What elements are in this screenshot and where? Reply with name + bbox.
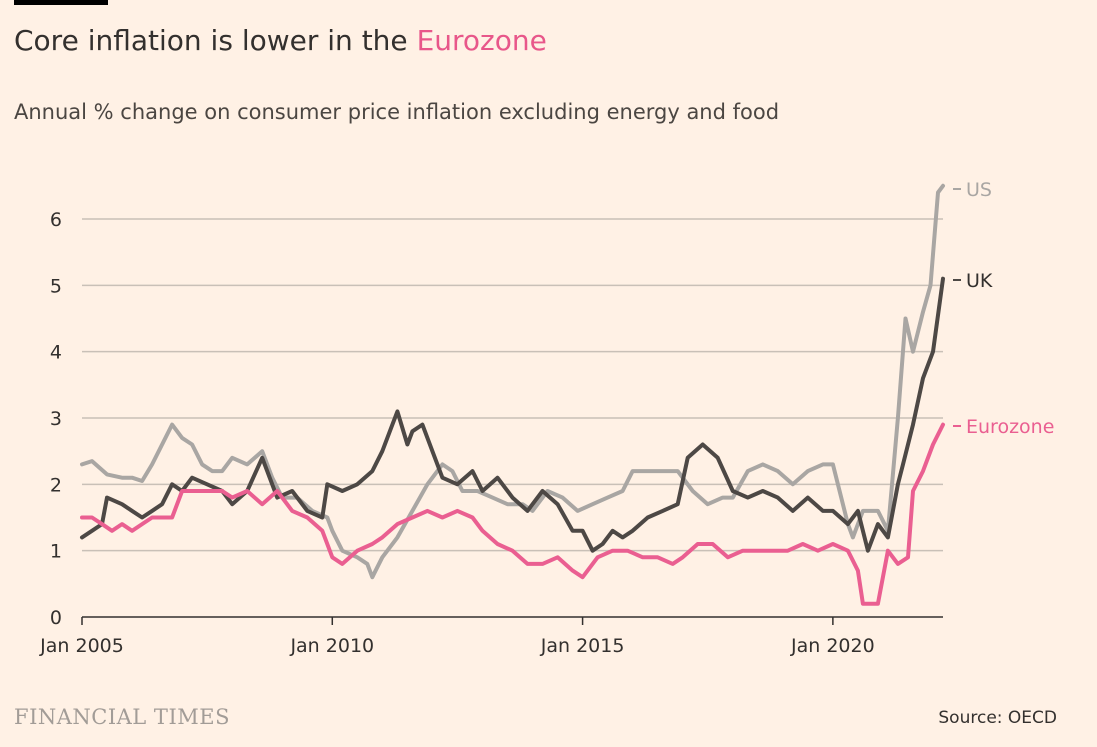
series-label-eurozone: Eurozone (966, 416, 1054, 438)
y-tick-label: 0 (50, 607, 62, 629)
source-note: Source: OECD (938, 708, 1057, 728)
ft-brand-logo: FINANCIAL TIMES (14, 705, 230, 729)
series-label-us: US (966, 179, 992, 201)
series-line-uk (80, 276, 945, 553)
y-tick-label: 2 (50, 474, 62, 496)
y-tick-label: 3 (50, 408, 62, 430)
chart-title: Core inflation is lower in the Eurozone (14, 24, 547, 57)
y-tick-label: 1 (50, 541, 62, 563)
x-tick-label: Jan 2015 (540, 635, 625, 657)
chart-subtitle: Annual % change on consumer price inflat… (14, 100, 780, 124)
x-tick-label: Jan 2010 (289, 635, 374, 657)
series-line-us (80, 183, 945, 580)
x-tick-label: Jan 2020 (790, 635, 875, 657)
y-tick-label: 6 (50, 209, 62, 231)
line-chart: 0 1 2 3 4 5 6 Jan 2005 Jan 2010 Jan 2015 Jan 2020 U… (39, 179, 1054, 657)
y-tick-label: 5 (50, 275, 62, 297)
series-label-uk: UK (966, 270, 993, 292)
title-prefix: Core inflation is lower in the (14, 24, 417, 57)
x-tick-label: Jan 2005 (39, 635, 124, 657)
ft-top-bar (14, 0, 108, 5)
y-tick-label: 4 (50, 342, 62, 364)
series-line-eurozone (80, 422, 945, 606)
title-highlight: Eurozone (416, 24, 547, 57)
